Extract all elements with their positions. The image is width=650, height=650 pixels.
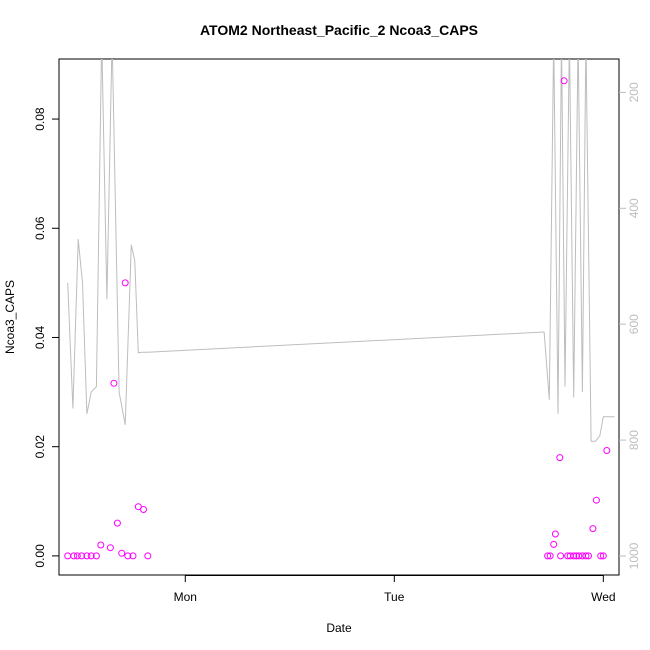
data-point: [585, 552, 592, 560]
data-point: [546, 552, 554, 560]
data-point: [64, 552, 72, 560]
x-axis-label: Date: [326, 621, 352, 635]
data-point: [92, 552, 100, 560]
right-tick-label: 200: [627, 82, 641, 102]
data-point: [570, 552, 578, 560]
data-point: [129, 552, 137, 560]
x-tick-label: Wed: [591, 590, 615, 604]
data-point: [113, 519, 121, 527]
data-point: [70, 552, 78, 560]
data-point: [73, 552, 81, 560]
right-tick-label: 1000: [627, 542, 641, 569]
data-point: [110, 379, 118, 387]
right-tick-label: 600: [627, 314, 641, 334]
x-axis: Mon Tue Wed: [174, 575, 616, 604]
y-tick-label: 0.08: [33, 107, 47, 131]
y-tick-label: 0.06: [33, 216, 47, 240]
data-point: [544, 552, 552, 560]
data-point: [560, 77, 568, 85]
right-tick-label: 400: [627, 198, 641, 218]
data-point: [97, 541, 105, 549]
data-point: [134, 503, 142, 511]
data-point: [589, 525, 597, 533]
right-axis: 200 400 600 800 1000: [619, 82, 641, 569]
data-point: [87, 552, 95, 560]
data-points: [64, 77, 611, 560]
y-tick-label: 0.00: [33, 544, 47, 568]
series-line: [67, 59, 615, 442]
y-axis-label: Ncoa3_CAPS: [3, 280, 17, 354]
data-point: [582, 552, 590, 560]
right-tick-label: 800: [627, 430, 641, 450]
data-point: [83, 552, 91, 560]
data-point: [106, 544, 114, 552]
y-tick-label: 0.02: [33, 435, 47, 459]
data-point: [597, 552, 605, 560]
data-point: [557, 552, 565, 560]
plot-area: [58, 58, 620, 576]
data-point: [556, 454, 564, 462]
x-tick-label: Tue: [384, 590, 405, 604]
data-point: [550, 540, 558, 548]
y-tick-label: 0.04: [33, 325, 47, 349]
data-point: [592, 496, 600, 504]
data-point: [575, 552, 583, 560]
x-tick-label: Mon: [174, 590, 197, 604]
data-point: [144, 552, 152, 560]
data-point: [124, 552, 132, 560]
data-point: [121, 279, 129, 287]
chart-title: ATOM2 Northeast_Pacific_2 Ncoa3_CAPS: [200, 22, 478, 38]
data-point: [140, 506, 147, 513]
data-point: [78, 552, 86, 560]
data-point: [599, 552, 607, 560]
data-point: [603, 447, 611, 454]
elevation-line: [67, 59, 615, 442]
data-point: [551, 530, 559, 538]
y-axis: 0.00 0.02 0.04 0.06 0.08: [33, 107, 59, 568]
data-point: [118, 549, 126, 557]
